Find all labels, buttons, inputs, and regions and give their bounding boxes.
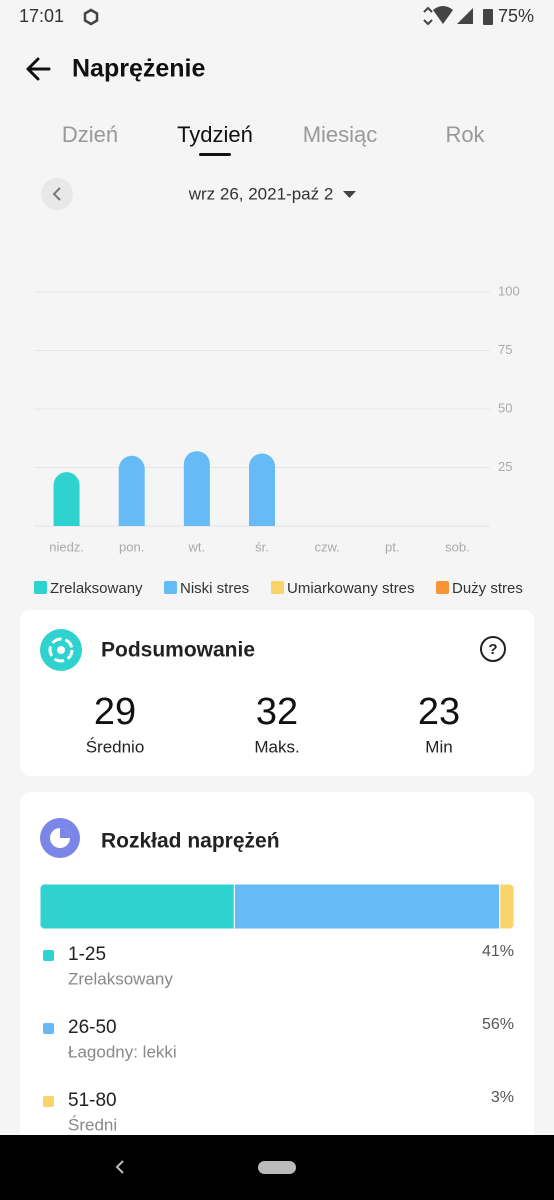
legend-swatch <box>436 581 449 594</box>
stat-value: 23 <box>418 691 460 733</box>
x-tick-label: niedz. <box>49 539 84 554</box>
prev-button[interactable] <box>41 178 73 210</box>
distribution-swatch <box>43 1023 54 1034</box>
distribution-segment <box>499 884 514 929</box>
legend-swatch <box>164 581 177 594</box>
stat-label: Średnio <box>86 737 145 756</box>
distribution-title: Rozkład naprężeń <box>101 830 280 853</box>
help-icon: ? <box>488 641 497 658</box>
wifi-icon <box>433 6 453 24</box>
tab-indicator <box>199 153 231 156</box>
distribution-percent: 56% <box>482 1016 514 1033</box>
distribution-label: Zrelaksowany <box>68 969 173 988</box>
distribution-icon-slice <box>60 828 70 838</box>
distribution-swatch <box>43 1096 54 1107</box>
nav-home[interactable] <box>258 1161 296 1174</box>
tab[interactable]: Dzień <box>62 122 118 147</box>
bar <box>183 451 210 526</box>
legend-swatch <box>271 581 284 594</box>
signal-icon <box>457 8 473 24</box>
y-tick-label: 50 <box>498 400 512 415</box>
tabs: Dzień Tydzień Miesiąc Rok <box>62 122 486 156</box>
x-tick-label: wt. <box>188 539 206 554</box>
back-button[interactable] <box>26 57 51 81</box>
summary-icon-ring <box>48 637 74 663</box>
status-icon <box>83 8 99 26</box>
legend-label: Niski stres <box>180 580 249 597</box>
x-tick-label: pt. <box>385 539 399 554</box>
bar <box>53 472 80 526</box>
x-tick-label: pon. <box>119 539 144 554</box>
distribution-bar <box>40 884 514 929</box>
x-tick-label: sob. <box>445 539 470 554</box>
date-dropdown[interactable] <box>343 191 356 198</box>
bar <box>249 453 275 526</box>
distribution-swatch <box>43 950 54 961</box>
help-button[interactable] <box>480 636 506 662</box>
x-tick-label: śr. <box>255 539 269 554</box>
legend-label: Umiarkowany stres <box>287 580 415 597</box>
status-battery: 75% <box>498 6 534 26</box>
distribution-label: Średni <box>68 1115 117 1134</box>
bar <box>118 455 145 526</box>
distribution-percent: 41% <box>482 943 514 960</box>
legend-label: Zrelaksowany <box>50 580 143 597</box>
distribution-range: 51-80 <box>68 1090 117 1111</box>
summary-stats: 29 Średnio 32 Maks. 23 Min <box>86 691 460 756</box>
distribution-range: 26-50 <box>68 1017 117 1038</box>
distribution-percent: 3% <box>491 1089 514 1106</box>
page-title: Naprężenie <box>72 55 205 83</box>
summary-title: Podsumowanie <box>101 639 255 662</box>
status-time: 17:01 <box>19 6 64 26</box>
legend-label: Duży stres <box>452 580 523 597</box>
distribution-label: Łagodny: lekki <box>68 1042 177 1061</box>
chart: 25 50 75 100 niedz. pon. wt. śr. czw. pt. sob. <box>34 283 520 554</box>
data-icon <box>423 6 433 26</box>
stat-label: Maks. <box>254 737 299 756</box>
battery-icon <box>483 9 493 25</box>
x-tick-label: czw. <box>314 539 339 554</box>
tab[interactable]: Tydzień <box>177 122 253 147</box>
date-range[interactable]: wrz 26, 2021-paź 2 <box>188 184 334 203</box>
distribution-segment <box>233 884 501 929</box>
nav-back[interactable] <box>115 1160 124 1174</box>
distribution-range: 1-25 <box>68 944 106 965</box>
stat-value: 29 <box>94 691 136 733</box>
legend: Zrelaksowany Niski stres Umiarkowany stres… <box>34 580 523 597</box>
y-tick-label: 100 <box>498 283 520 298</box>
prev-icon <box>52 187 61 201</box>
legend-swatch <box>34 581 47 594</box>
y-tick-label: 75 <box>498 342 512 357</box>
distribution-segment <box>40 884 235 929</box>
tab[interactable]: Rok <box>445 122 485 147</box>
summary-icon-dot <box>57 646 65 654</box>
stat-label: Min <box>425 737 452 756</box>
distribution-list: 1-25 Zrelaksowany 41% 26-50 Łagodny: lekki 56… <box>43 943 514 1134</box>
y-tick-label: 25 <box>498 459 512 474</box>
stat-value: 32 <box>256 691 298 733</box>
summary-card <box>20 610 534 776</box>
tab[interactable]: Miesiąc <box>303 122 378 147</box>
